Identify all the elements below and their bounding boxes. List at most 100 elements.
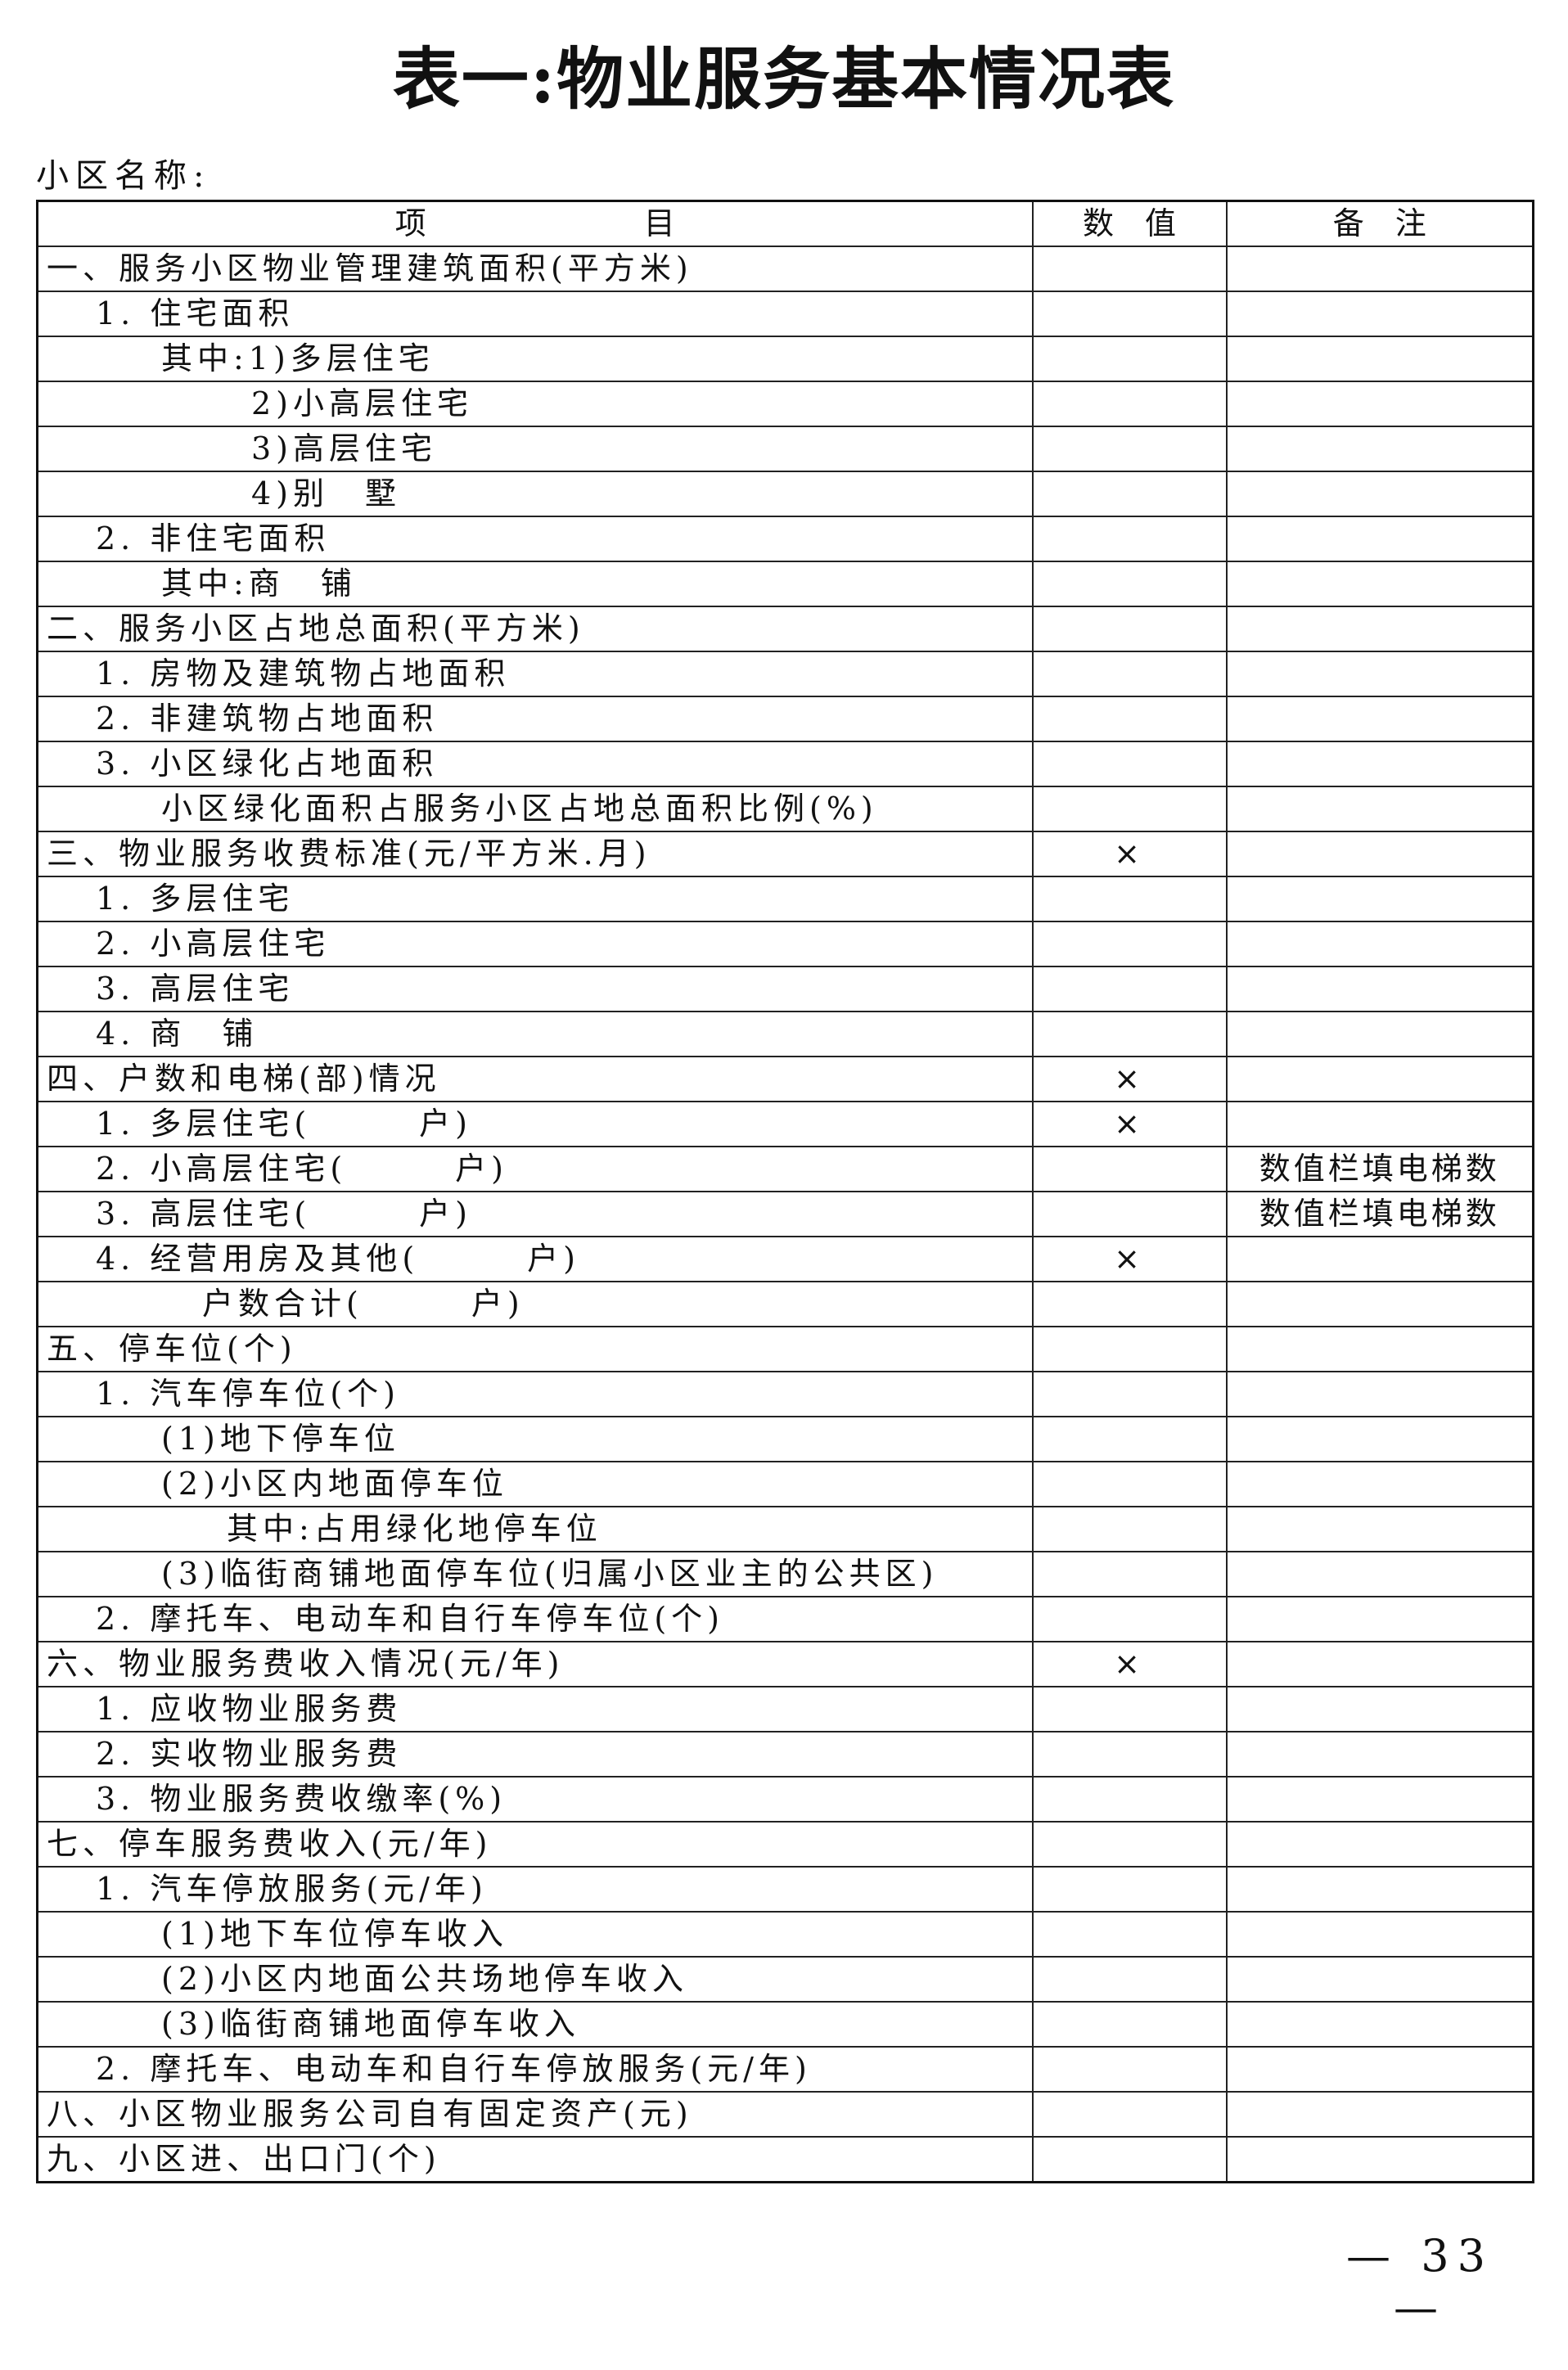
table-row: 九、小区进、出口门(个) [36, 2136, 1534, 2183]
cell-value[interactable] [1031, 876, 1228, 922]
cell-note[interactable] [1225, 1776, 1534, 1823]
cell-note[interactable]: 数值栏填电梯数 [1225, 1146, 1534, 1192]
cell-note[interactable] [1225, 696, 1534, 742]
cell-note[interactable] [1225, 1461, 1534, 1507]
table-row: 2. 小高层住宅( 户) 数值栏填电梯数 [36, 1146, 1534, 1192]
cell-note[interactable] [1225, 1281, 1534, 1327]
cell-value[interactable] [1031, 1776, 1228, 1823]
cell-value[interactable]: × [1031, 831, 1228, 877]
cell-note[interactable] [1225, 1326, 1534, 1372]
cell-note[interactable] [1225, 561, 1534, 607]
cell-value[interactable] [1031, 1371, 1228, 1417]
cell-value[interactable] [1031, 426, 1228, 472]
cell-value[interactable]: × [1031, 1236, 1228, 1282]
cell-note[interactable] [1225, 1236, 1534, 1282]
cell-value[interactable] [1031, 741, 1228, 787]
cell-value[interactable] [1031, 1011, 1228, 1057]
cell-item: 2. 非建筑物占地面积 [36, 696, 1034, 742]
cell-note[interactable] [1225, 471, 1534, 517]
header-note: 备 注 [1225, 200, 1534, 247]
cell-value[interactable] [1031, 651, 1228, 697]
cell-note[interactable] [1225, 1686, 1534, 1732]
cell-value[interactable]: × [1031, 1641, 1228, 1687]
table-row: 2. 非住宅面积 [36, 516, 1534, 562]
cell-value[interactable] [1031, 966, 1228, 1012]
cell-value[interactable] [1031, 696, 1228, 742]
cell-note[interactable] [1225, 336, 1534, 382]
cell-note[interactable] [1225, 1911, 1534, 1958]
cell-note[interactable] [1225, 2136, 1534, 2183]
cell-note[interactable] [1225, 966, 1534, 1012]
cell-note[interactable] [1225, 291, 1534, 337]
cell-note[interactable] [1225, 1101, 1534, 1147]
cell-value[interactable] [1031, 336, 1228, 382]
cell-value[interactable] [1031, 1461, 1228, 1507]
cell-note[interactable] [1225, 381, 1534, 427]
cell-value[interactable] [1031, 786, 1228, 832]
table-row: 1. 多层住宅( 户) × [36, 1101, 1534, 1147]
cell-item: 4)别 墅 [36, 471, 1034, 517]
cell-value[interactable] [1031, 561, 1228, 607]
cell-note[interactable] [1225, 651, 1534, 697]
cell-value[interactable] [1031, 1866, 1228, 1913]
cell-item: 四、户数和电梯(部)情况 [36, 1056, 1034, 1102]
cell-value[interactable] [1031, 1911, 1228, 1958]
cell-value[interactable] [1031, 1416, 1228, 1462]
cell-value[interactable] [1031, 1821, 1228, 1868]
cell-note[interactable] [1225, 741, 1534, 787]
cell-value[interactable] [1031, 1281, 1228, 1327]
cell-value[interactable] [1031, 2046, 1228, 2093]
cell-note[interactable] [1225, 1551, 1534, 1597]
cell-note[interactable] [1225, 1866, 1534, 1913]
cell-note[interactable] [1225, 921, 1534, 967]
cell-value[interactable] [1031, 1686, 1228, 1732]
cell-note[interactable] [1225, 2046, 1534, 2093]
cell-item: 2. 非住宅面积 [36, 516, 1034, 562]
cell-value[interactable] [1031, 1146, 1228, 1192]
cell-note[interactable] [1225, 786, 1534, 832]
cell-item: (2)小区内地面停车位 [36, 1461, 1034, 1507]
cell-value[interactable] [1031, 1551, 1228, 1597]
cell-note[interactable] [1225, 2091, 1534, 2138]
cell-note[interactable] [1225, 1821, 1534, 1868]
cell-value[interactable] [1031, 2136, 1228, 2183]
cell-value[interactable] [1031, 246, 1228, 292]
cell-note[interactable] [1225, 606, 1534, 652]
cell-value[interactable] [1031, 1596, 1228, 1642]
cell-note[interactable] [1225, 426, 1534, 472]
cell-value[interactable] [1031, 2091, 1228, 2138]
cell-note[interactable] [1225, 246, 1534, 292]
cell-note[interactable] [1225, 1371, 1534, 1417]
cell-value[interactable] [1031, 1326, 1228, 1372]
table-row: 户数合计( 户) [36, 1281, 1534, 1327]
cell-note[interactable] [1225, 831, 1534, 877]
cell-note[interactable] [1225, 1956, 1534, 2003]
cell-note[interactable] [1225, 1056, 1534, 1102]
cell-note[interactable] [1225, 1506, 1534, 1552]
cell-value[interactable] [1031, 516, 1228, 562]
table-row: 小区绿化面积占服务小区占地总面积比例(%) [36, 786, 1534, 832]
cell-value[interactable] [1031, 606, 1228, 652]
cell-note[interactable] [1225, 2001, 1534, 2048]
cell-value[interactable] [1031, 381, 1228, 427]
table-row: 五、停车位(个) [36, 1326, 1534, 1372]
cell-value[interactable] [1031, 1506, 1228, 1552]
cell-value[interactable] [1031, 2001, 1228, 2048]
cell-value[interactable]: × [1031, 1101, 1228, 1147]
cell-note[interactable] [1225, 1641, 1534, 1687]
cell-value[interactable] [1031, 1956, 1228, 2003]
cell-value[interactable]: × [1031, 1056, 1228, 1102]
cell-note[interactable] [1225, 876, 1534, 922]
cell-note[interactable] [1225, 516, 1534, 562]
table-row: 2. 实收物业服务费 [36, 1731, 1534, 1778]
cell-note[interactable] [1225, 1596, 1534, 1642]
cell-note[interactable] [1225, 1416, 1534, 1462]
cell-note[interactable] [1225, 1011, 1534, 1057]
cell-note[interactable]: 数值栏填电梯数 [1225, 1191, 1534, 1237]
cell-value[interactable] [1031, 1191, 1228, 1237]
cell-note[interactable] [1225, 1731, 1534, 1778]
cell-value[interactable] [1031, 921, 1228, 967]
cell-value[interactable] [1031, 471, 1228, 517]
cell-value[interactable] [1031, 291, 1228, 337]
cell-value[interactable] [1031, 1731, 1228, 1778]
